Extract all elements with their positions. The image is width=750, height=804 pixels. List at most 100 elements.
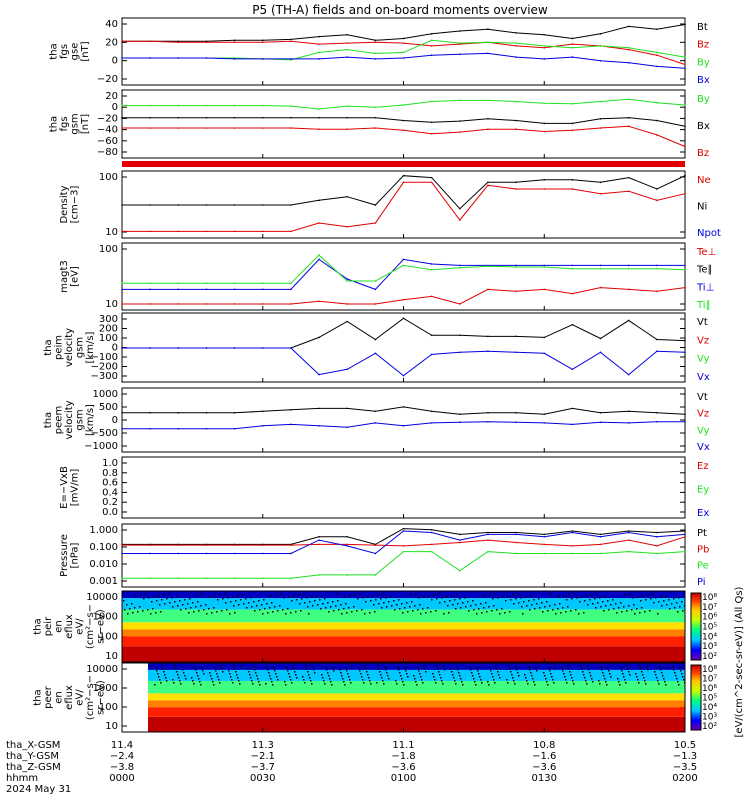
data-point: [374, 222, 377, 224]
data-point: [205, 41, 208, 43]
spectro-speckle: [647, 594, 649, 596]
data-point: [346, 426, 349, 429]
spectro-speckle: [142, 610, 144, 612]
data-point: [261, 58, 264, 60]
spectro-speckle: [493, 679, 495, 681]
data-point: [374, 58, 377, 60]
data-point: [318, 116, 320, 119]
spectro-speckle: [573, 683, 575, 685]
data-point: [346, 535, 349, 538]
data-point: [599, 337, 602, 340]
spectro-speckle: [222, 671, 224, 673]
data-point: [318, 58, 320, 60]
data-point: [515, 266, 517, 268]
data-point: [233, 303, 236, 305]
spectro-band: [148, 663, 685, 670]
spectro-speckle: [490, 670, 492, 672]
spectro-speckle: [122, 593, 124, 595]
spectro-speckle: [361, 609, 363, 611]
spectro-speckle: [509, 611, 511, 613]
data-point: [121, 427, 123, 430]
panel-peem-velocity: tha peem velocity gsm [km/s]10005000−500−100…: [43, 387, 710, 453]
spectro-speckle: [566, 682, 568, 684]
spectro-speckle: [328, 675, 330, 677]
spectro-speckle: [553, 682, 555, 684]
spectro-speckle: [436, 665, 438, 667]
spectro-speckle: [555, 613, 557, 615]
data-point: [543, 264, 546, 267]
data-point: [627, 373, 630, 376]
spectro-speckle: [469, 666, 471, 668]
spectro-speckle: [645, 683, 647, 685]
ytick-label: 0.010: [89, 559, 118, 570]
data-point: [459, 53, 461, 56]
ephem-z: −3.7: [251, 762, 275, 773]
spectro-speckle: [234, 612, 236, 614]
data-point: [515, 181, 517, 184]
data-point: [205, 57, 208, 59]
panel-ylabel: tha fgs gsm [nT]: [48, 113, 91, 134]
spectro-speckle: [209, 672, 211, 674]
ephem-z: −3.8: [110, 762, 134, 773]
spectro-speckle: [599, 597, 601, 599]
spectro-speckle: [197, 675, 199, 677]
spectro-speckle: [451, 595, 453, 597]
ylabel-line: en: [54, 620, 65, 633]
data-point: [656, 188, 658, 190]
spectro-speckle: [296, 677, 298, 679]
spectro-speckle: [310, 680, 312, 682]
spectro-speckle: [259, 684, 261, 686]
panel-ylabel: magt3 [eV]: [59, 260, 81, 293]
spectro-speckle: [494, 593, 496, 595]
legend-Bz: Bz: [697, 148, 709, 159]
spectro-speckle: [679, 606, 681, 608]
spectro-speckle: [460, 607, 462, 609]
spectro-speckle: [658, 683, 660, 685]
data-point: [571, 129, 574, 132]
spectro-speckle: [414, 678, 416, 680]
spectro-speckle: [470, 669, 472, 671]
data-point: [121, 116, 123, 119]
ylabel-line: fgs: [59, 116, 70, 131]
spectro-speckle: [444, 669, 446, 671]
ytick-label: 0.0: [102, 507, 118, 518]
data-point: [149, 552, 151, 555]
spectro-speckle: [570, 610, 572, 612]
data-point: [684, 286, 686, 289]
data-point: [656, 28, 658, 30]
spectro-speckle: [641, 671, 643, 673]
data-point: [121, 411, 123, 414]
data-point: [149, 282, 151, 285]
spectro-speckle: [544, 606, 546, 608]
spectro-speckle: [453, 677, 455, 679]
spectro-speckle: [277, 610, 279, 612]
colorbar-tick: 10⁶: [702, 613, 717, 623]
spectro-speckle: [582, 671, 584, 673]
spectro-speckle: [201, 667, 203, 669]
spectro-speckle: [263, 599, 265, 601]
spectro-speckle: [390, 596, 392, 598]
spectro-speckle: [598, 680, 600, 682]
spectro-speckle: [467, 601, 469, 603]
data-point: [261, 347, 264, 349]
spectro-speckle: [452, 674, 454, 676]
spectro-speckle: [382, 680, 384, 682]
ytick-label: 0: [112, 102, 118, 113]
data-point: [261, 410, 264, 413]
data-point: [402, 530, 405, 532]
data-point: [571, 179, 574, 181]
data-point: [121, 230, 123, 233]
data-point: [318, 539, 320, 541]
spectro-speckle: [422, 682, 424, 684]
spectro-speckle: [488, 606, 490, 608]
spectro-speckle: [510, 599, 512, 601]
spectro-speckle: [449, 600, 451, 602]
spectro-speckle: [148, 665, 150, 667]
spectro-speckle: [290, 612, 292, 614]
data-point: [487, 99, 489, 102]
spectro-speckle: [597, 602, 599, 604]
spectro-speckle: [165, 677, 167, 679]
spectro-speckle: [158, 676, 160, 678]
spectro-speckle: [361, 676, 363, 678]
data-point: [543, 122, 546, 125]
